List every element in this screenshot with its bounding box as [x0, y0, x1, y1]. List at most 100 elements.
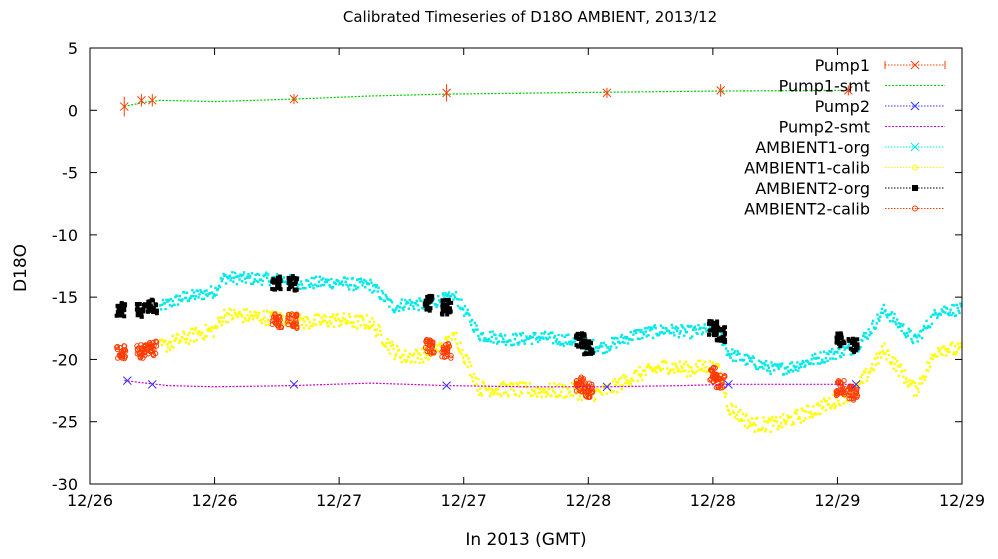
data-point	[789, 362, 792, 365]
x-tick-label: 12/27	[316, 491, 362, 510]
data-point	[290, 274, 295, 279]
data-point	[230, 314, 233, 317]
data-point	[620, 388, 624, 391]
data-point	[561, 342, 565, 346]
data-point	[869, 370, 872, 373]
data-point	[834, 340, 839, 345]
data-point	[600, 391, 603, 395]
data-point	[715, 384, 721, 391]
data-point	[601, 345, 604, 348]
data-point	[514, 393, 517, 397]
data-point	[920, 382, 924, 385]
data-point	[242, 271, 246, 274]
data-point	[213, 294, 216, 297]
data-point	[939, 313, 943, 316]
data-point	[250, 272, 254, 275]
data-point	[674, 327, 677, 330]
data-point	[745, 413, 748, 416]
data-point	[632, 333, 635, 336]
data-point	[671, 326, 674, 329]
data-point	[418, 297, 421, 300]
data-point	[257, 311, 261, 315]
data-point	[447, 310, 452, 315]
data-point	[299, 316, 303, 320]
data-point	[650, 327, 654, 331]
data-point	[692, 326, 696, 330]
data-point	[194, 294, 198, 298]
data-point	[463, 362, 467, 365]
data-point	[559, 394, 562, 397]
data-point	[522, 339, 526, 343]
data-point	[804, 417, 807, 420]
data-point	[552, 342, 555, 345]
data-point	[486, 339, 490, 343]
data-point	[492, 341, 495, 344]
data-point	[455, 342, 459, 345]
data-point	[582, 382, 588, 388]
data-point	[708, 328, 713, 333]
data-point	[150, 298, 155, 303]
data-point	[838, 344, 843, 349]
data-point	[237, 275, 240, 278]
data-point	[244, 319, 248, 322]
data-point	[323, 280, 327, 284]
data-point	[924, 327, 927, 330]
data-point	[317, 314, 321, 317]
data-point	[456, 304, 460, 308]
data-point	[119, 310, 124, 315]
data-point	[824, 409, 828, 412]
data-point	[658, 333, 661, 336]
data-point	[781, 362, 784, 365]
data-point	[839, 355, 843, 359]
data-point	[614, 383, 617, 387]
data-point	[452, 298, 455, 301]
data-point	[524, 339, 527, 342]
data-point	[893, 312, 896, 316]
data-point	[736, 417, 739, 421]
data-point	[430, 339, 436, 345]
data-point	[296, 285, 299, 288]
data-point	[871, 322, 874, 325]
data-point	[709, 319, 714, 324]
data-point	[792, 364, 795, 368]
data-point	[784, 366, 787, 370]
data-point	[200, 290, 203, 294]
data-point	[135, 305, 140, 310]
data-point	[278, 287, 283, 292]
data-point	[328, 320, 331, 323]
data-point	[466, 365, 469, 368]
data-point	[779, 415, 782, 419]
data-point	[712, 320, 717, 325]
data-point	[420, 299, 423, 303]
data-point	[473, 321, 477, 325]
data-point	[399, 356, 403, 359]
data-point	[619, 376, 623, 380]
series-line	[124, 380, 857, 388]
data-point	[424, 356, 427, 359]
data-point	[218, 321, 222, 324]
data-point	[671, 362, 674, 366]
data-point	[484, 386, 487, 390]
data-point	[879, 356, 883, 359]
data-point	[323, 314, 326, 317]
data-point	[340, 280, 344, 283]
data-point	[928, 365, 932, 368]
data-point	[952, 311, 955, 315]
data-point	[867, 328, 870, 331]
data-point	[949, 308, 952, 311]
data-point	[243, 317, 247, 320]
data-point	[480, 394, 484, 397]
data-point	[392, 347, 395, 351]
data-point	[624, 381, 627, 385]
data-point	[651, 370, 655, 373]
data-point	[949, 343, 952, 347]
data-point	[735, 353, 738, 356]
data-point	[932, 354, 935, 358]
data-point	[459, 307, 462, 310]
data-point	[298, 283, 301, 286]
data-point	[766, 364, 770, 367]
data-point	[346, 277, 349, 280]
data-point	[955, 350, 959, 354]
data-point	[916, 340, 919, 343]
data-point	[716, 363, 720, 366]
